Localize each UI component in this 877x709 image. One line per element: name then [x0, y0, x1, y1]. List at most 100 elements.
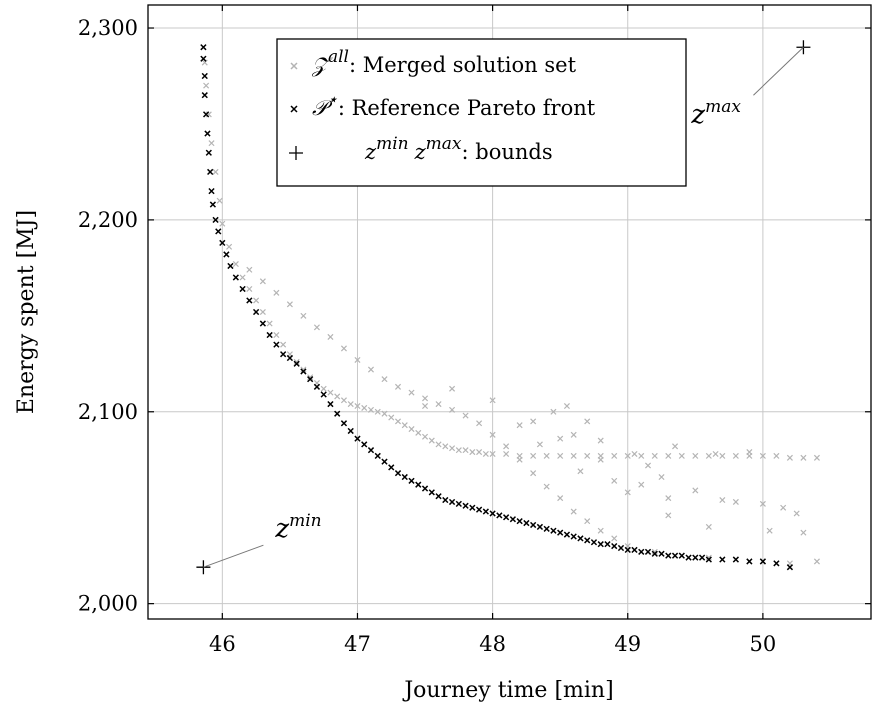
pareto-front-point — [550, 527, 557, 534]
pareto-front-point — [590, 539, 598, 546]
pareto-front-point — [597, 541, 604, 548]
merged-solution-point — [449, 385, 456, 392]
merged-solution-point — [780, 504, 787, 511]
merged-solution-point — [793, 510, 800, 517]
x-tick-label: 50 — [750, 632, 777, 656]
merged-solution-point — [719, 497, 726, 504]
pareto-front-point — [381, 458, 388, 465]
merged-solution-point — [692, 487, 699, 494]
pareto-front-point — [631, 546, 638, 554]
merged-solution-point — [232, 261, 239, 268]
merged-solution-point — [543, 483, 550, 490]
merged-solution-point — [449, 406, 456, 413]
pareto-front-point — [462, 502, 469, 509]
pareto-front-point — [577, 535, 584, 542]
merged-solution-point — [259, 308, 266, 316]
merged-solution-point — [584, 452, 591, 459]
merged-solution-point — [286, 301, 293, 308]
merged-solution-point — [388, 414, 395, 421]
pareto-front-point — [543, 525, 550, 532]
pareto-front-point — [215, 228, 222, 235]
pareto-front-point — [658, 550, 665, 557]
merged-solution-point — [253, 297, 260, 304]
legend-text: : Reference Pareto front — [338, 96, 596, 120]
pareto-front-point — [347, 427, 354, 435]
merged-solution-point — [313, 324, 320, 331]
plot-frame — [147, 4, 872, 620]
merged-solution-point — [408, 426, 415, 433]
merged-solution-point — [354, 356, 361, 363]
pareto-front-point — [205, 149, 212, 156]
annotation-label: zmin — [274, 511, 321, 544]
pareto-front-point — [448, 498, 456, 506]
pareto-front-point — [469, 504, 476, 511]
merged-solution-point — [705, 452, 712, 459]
merged-solution-point — [503, 450, 510, 458]
pareto-front-point — [685, 554, 692, 561]
merged-solution-point — [422, 402, 429, 410]
merged-solution-point — [692, 452, 699, 459]
merged-solution-point — [530, 418, 537, 425]
merged-solution-point — [672, 443, 679, 450]
pareto-front-point — [232, 274, 239, 281]
merged-solution-point — [266, 320, 273, 327]
merged-solution-point — [219, 220, 226, 227]
pareto-front-point — [293, 360, 300, 367]
legend-sup: min — [376, 134, 409, 154]
pareto-front-point — [773, 560, 780, 567]
legend-symbol-cross — [290, 105, 298, 113]
merged-solution-point — [813, 454, 820, 461]
pareto-front-point — [502, 514, 510, 521]
merged-solution-point — [644, 462, 652, 469]
pareto-front-point — [611, 542, 618, 550]
legend-entry-label: zmin zmax: bounds — [364, 134, 553, 164]
pareto-front-point — [719, 556, 726, 563]
pareto-front-point — [563, 531, 571, 538]
merged-solution-point — [354, 402, 361, 410]
merged-solution-point — [800, 529, 807, 536]
pareto-front-point — [624, 546, 631, 554]
merged-solution-point — [773, 452, 780, 459]
pareto-front-point — [334, 410, 341, 417]
merged-solution-point — [597, 456, 604, 463]
merged-solution-point — [203, 82, 210, 89]
bound-points — [196, 40, 811, 575]
merged-solution-point — [293, 358, 300, 365]
pareto-front-point — [300, 368, 307, 375]
y-tick-label: 2,200 — [78, 208, 138, 232]
pareto-front-point — [320, 391, 327, 398]
merged-solution-point — [597, 527, 604, 534]
pareto-front-point — [644, 548, 652, 555]
pareto-front-point — [705, 556, 712, 563]
legend-math-2: z — [414, 140, 427, 164]
merged-solution-point — [246, 266, 253, 273]
merged-solution-point — [381, 376, 388, 383]
merged-solution-point — [482, 450, 489, 458]
merged-solution-point — [422, 433, 429, 440]
pareto-front-point — [361, 441, 368, 448]
merged-solution-point — [320, 385, 327, 392]
legend-sup: all — [328, 47, 349, 67]
merged-solution-point — [361, 404, 368, 411]
pareto-front-point — [200, 44, 207, 51]
pareto-front-point — [651, 550, 658, 557]
merged-solution-point — [678, 452, 685, 459]
pareto-front-point — [209, 201, 216, 208]
pareto-front-point — [223, 251, 230, 258]
legend-sup-2: max — [426, 134, 462, 154]
merged-solution-point — [577, 468, 584, 475]
merged-solution-point — [503, 443, 510, 450]
merged-solution-point — [705, 554, 712, 561]
merged-solution-point — [476, 420, 483, 427]
pareto-front-point — [273, 341, 280, 348]
merged-solution-point — [408, 389, 415, 396]
merged-solution-point — [334, 393, 341, 400]
merged-solution-point — [766, 527, 773, 534]
x-tick-label: 47 — [344, 632, 371, 656]
merged-solution-point — [462, 412, 469, 419]
legend-math: 𝒵 — [311, 53, 333, 77]
legend-items: 𝒵all: Merged solution set 𝒫⋆: Reference P… — [289, 47, 596, 164]
merged-solution-point — [394, 418, 402, 425]
pareto-front-point — [246, 297, 253, 304]
